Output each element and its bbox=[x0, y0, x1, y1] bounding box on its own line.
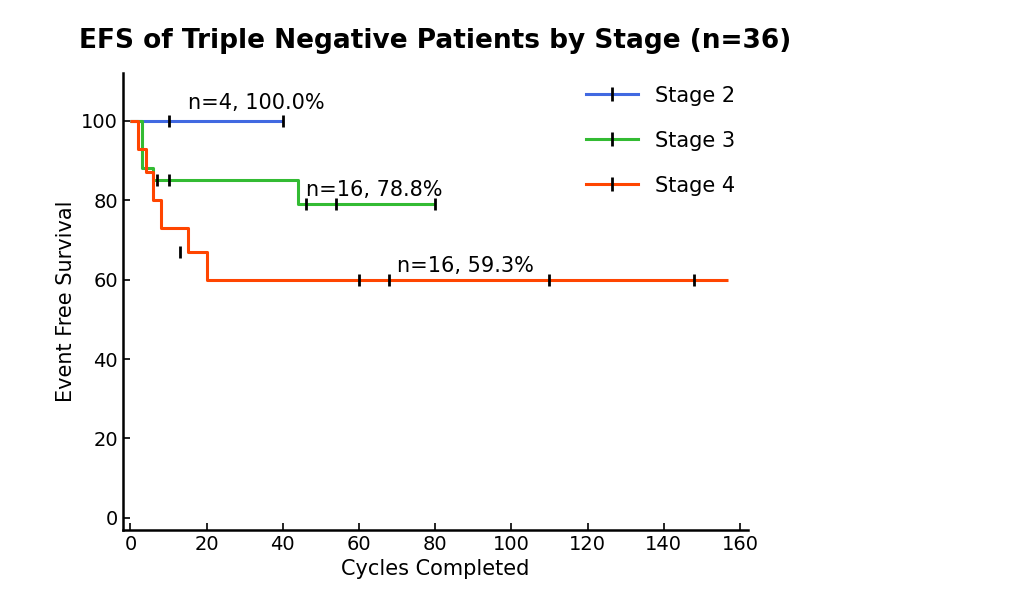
Stage 2 bbox=[124, 117, 136, 124]
Stage 3 bbox=[429, 200, 441, 208]
Stage 4 bbox=[155, 197, 167, 204]
Stage 3 bbox=[292, 177, 304, 184]
Stage 4 bbox=[722, 276, 734, 283]
Stage 4 bbox=[139, 169, 152, 176]
Text: n=16, 59.3%: n=16, 59.3% bbox=[397, 256, 534, 276]
X-axis label: Cycles Completed: Cycles Completed bbox=[341, 559, 529, 579]
Stage 4 bbox=[147, 169, 160, 176]
Stage 4 bbox=[163, 224, 175, 231]
Text: n=4, 100.0%: n=4, 100.0% bbox=[187, 93, 325, 113]
Stage 2 bbox=[276, 117, 289, 124]
Stage 3 bbox=[136, 117, 148, 124]
Y-axis label: Event Free Survival: Event Free Survival bbox=[55, 201, 76, 402]
Title: EFS of Triple Negative Patients by Stage (n=36): EFS of Triple Negative Patients by Stage… bbox=[79, 28, 792, 54]
Line: Stage 3: Stage 3 bbox=[130, 121, 435, 204]
Stage 4 bbox=[722, 276, 734, 283]
Stage 3 bbox=[136, 165, 148, 172]
Legend: Stage 2, Stage 3, Stage 4: Stage 2, Stage 3, Stage 4 bbox=[578, 77, 743, 204]
Stage 4 bbox=[139, 145, 152, 152]
Line: Stage 4: Stage 4 bbox=[130, 121, 728, 280]
Stage 3 bbox=[147, 177, 160, 184]
Stage 4 bbox=[132, 145, 144, 152]
Stage 4 bbox=[124, 117, 136, 124]
Stage 3 bbox=[292, 200, 304, 208]
Stage 3 bbox=[147, 165, 160, 172]
Stage 4 bbox=[155, 224, 167, 231]
Stage 3 bbox=[178, 177, 190, 184]
Stage 4 bbox=[181, 248, 194, 255]
Stage 3 bbox=[429, 200, 441, 208]
Stage 4 bbox=[132, 117, 144, 124]
Stage 4 bbox=[163, 224, 175, 231]
Stage 4 bbox=[181, 224, 194, 231]
Stage 4 bbox=[201, 248, 213, 255]
Stage 4 bbox=[201, 276, 213, 283]
Stage 4 bbox=[292, 276, 304, 283]
Stage 4 bbox=[292, 276, 304, 283]
Text: n=16, 78.8%: n=16, 78.8% bbox=[306, 180, 442, 200]
Stage 4 bbox=[147, 197, 160, 204]
Stage 2 bbox=[276, 117, 289, 124]
Stage 3 bbox=[124, 117, 136, 124]
Stage 3 bbox=[178, 177, 190, 184]
